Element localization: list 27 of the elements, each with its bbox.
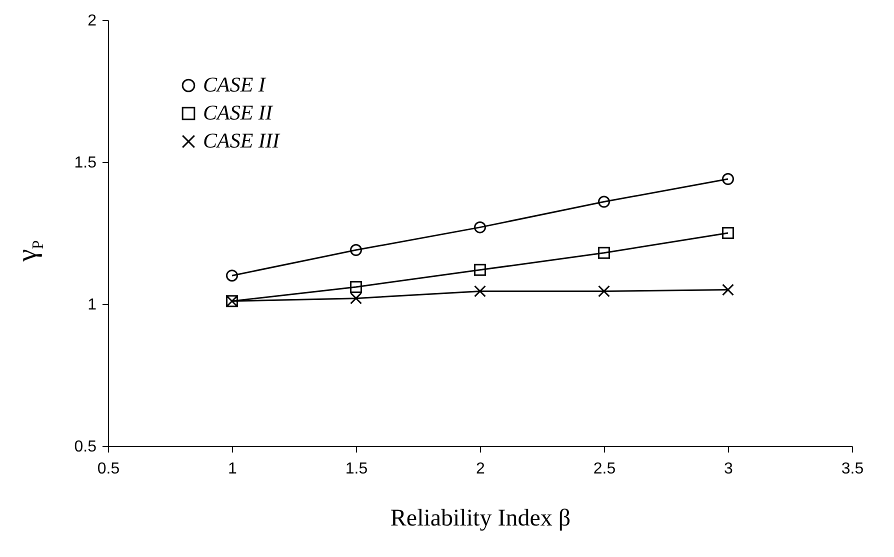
x-tick-label: 1.5 — [345, 460, 368, 478]
x-tick-label: 2 — [476, 460, 486, 478]
x-tick-label: 2.5 — [593, 460, 616, 478]
x-axis-title: Reliability Index β — [390, 506, 571, 532]
point — [598, 285, 610, 298]
y-tick-label: 1.5 — [74, 154, 97, 172]
point — [350, 280, 362, 293]
y-tick-label: 1 — [88, 296, 97, 314]
point — [598, 246, 610, 259]
x-tick-label: 3.5 — [841, 460, 864, 478]
x-tick-label: 1 — [228, 460, 238, 478]
legend-label: CASE II — [203, 100, 274, 124]
point — [350, 292, 362, 304]
point — [722, 284, 734, 296]
y-tick-label: 2 — [88, 12, 97, 30]
legend-label: CASE I — [203, 72, 266, 96]
point — [474, 221, 486, 234]
point — [722, 173, 734, 186]
point — [474, 264, 486, 276]
point — [350, 244, 362, 256]
point — [226, 270, 238, 282]
point — [598, 196, 610, 208]
point — [722, 227, 734, 239]
y-tick-label: 0.5 — [74, 438, 97, 456]
point — [474, 285, 486, 298]
x-tick-label: 3 — [724, 460, 734, 478]
legend-label: CASE III — [203, 128, 280, 152]
